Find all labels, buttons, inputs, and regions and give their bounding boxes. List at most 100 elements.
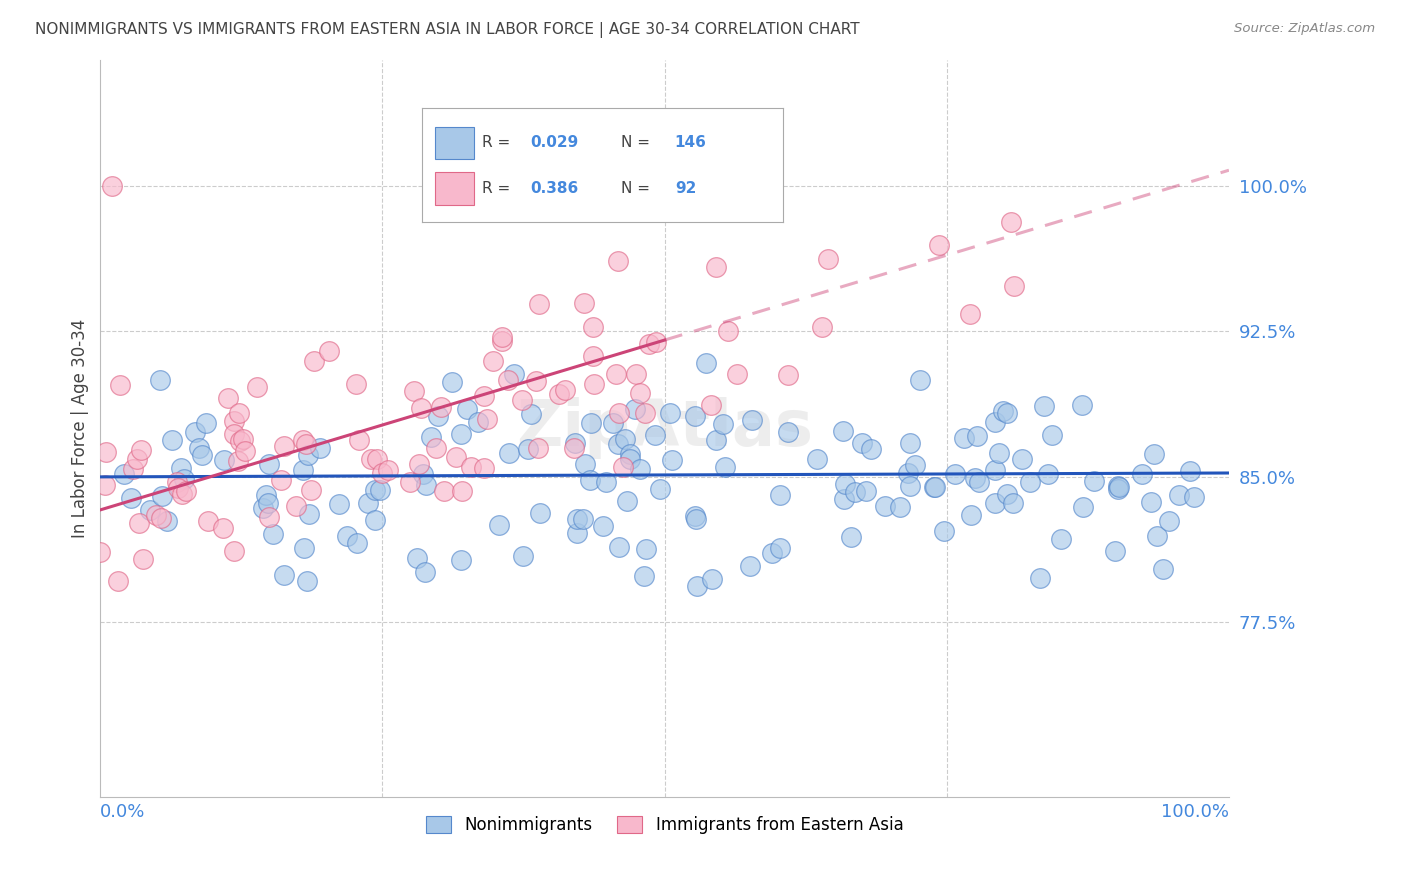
Point xyxy=(1180,464,1202,478)
Point xyxy=(94,445,117,459)
Point xyxy=(959,307,981,321)
Point xyxy=(125,452,148,467)
Point xyxy=(619,447,641,461)
Point xyxy=(717,324,740,338)
Point xyxy=(582,377,605,392)
Point xyxy=(94,477,117,491)
Point xyxy=(100,178,122,193)
Point xyxy=(318,344,340,359)
Point xyxy=(778,425,800,439)
Point xyxy=(297,448,319,462)
Point xyxy=(889,500,911,515)
Point xyxy=(768,541,790,555)
Point xyxy=(922,480,945,494)
Point xyxy=(683,508,706,523)
Point xyxy=(1002,278,1025,293)
Point xyxy=(1018,475,1040,490)
Point xyxy=(517,442,540,456)
Point xyxy=(953,431,976,445)
Point xyxy=(405,551,427,566)
Point xyxy=(292,463,315,477)
Point xyxy=(704,260,727,274)
Point xyxy=(1107,483,1129,497)
Point xyxy=(582,349,605,363)
Point xyxy=(197,514,219,528)
Point xyxy=(582,320,605,334)
Point xyxy=(128,516,150,530)
Point xyxy=(150,489,173,503)
Point xyxy=(700,398,723,412)
Point xyxy=(450,426,472,441)
Point xyxy=(638,337,661,351)
Text: ZipAtlas: ZipAtlas xyxy=(516,397,813,459)
Point xyxy=(477,412,499,426)
Point xyxy=(839,530,862,544)
Point xyxy=(578,473,600,487)
Point xyxy=(565,512,588,526)
Point xyxy=(404,384,426,399)
Point xyxy=(644,428,666,442)
Point xyxy=(488,518,510,533)
Point xyxy=(897,466,920,480)
Point xyxy=(1029,571,1052,585)
Point xyxy=(114,467,136,481)
Point xyxy=(510,392,533,407)
Point xyxy=(628,386,651,401)
Point xyxy=(191,448,214,462)
Point xyxy=(633,568,655,582)
Point xyxy=(295,437,318,451)
Point xyxy=(960,508,983,523)
Point xyxy=(149,510,172,524)
Point xyxy=(527,442,550,456)
Point xyxy=(309,441,332,455)
Point xyxy=(908,373,931,387)
Point xyxy=(607,254,630,268)
Point xyxy=(844,485,866,500)
Point xyxy=(132,552,155,566)
Point xyxy=(928,238,950,252)
Point xyxy=(304,354,326,368)
Point xyxy=(1050,532,1073,546)
Point xyxy=(512,549,534,564)
Point xyxy=(661,453,683,467)
Point xyxy=(1157,515,1180,529)
Point xyxy=(299,483,322,497)
Point xyxy=(173,472,195,486)
Point xyxy=(224,426,246,441)
Point xyxy=(607,406,630,420)
Point xyxy=(131,442,153,457)
Point xyxy=(502,367,524,381)
Point xyxy=(995,487,1018,501)
Point xyxy=(991,404,1014,418)
Point xyxy=(738,559,761,574)
Text: 0.0%: 0.0% xyxy=(100,803,146,821)
Point xyxy=(256,488,278,502)
Point xyxy=(273,439,295,453)
Point xyxy=(433,484,456,499)
Point xyxy=(1143,447,1166,461)
Point xyxy=(966,429,988,443)
Point xyxy=(467,415,489,429)
Point xyxy=(273,567,295,582)
Point xyxy=(145,508,167,522)
Point xyxy=(257,509,280,524)
Point xyxy=(727,367,749,381)
Point xyxy=(1070,398,1092,412)
Point xyxy=(983,496,1005,510)
Point xyxy=(934,524,956,539)
Point xyxy=(572,296,595,310)
Point xyxy=(270,473,292,487)
Point xyxy=(450,552,472,566)
Point xyxy=(634,542,657,557)
Point xyxy=(1040,428,1063,442)
Point xyxy=(832,491,855,506)
Point xyxy=(292,541,315,555)
Point xyxy=(328,497,350,511)
Point xyxy=(1001,496,1024,510)
Point xyxy=(440,375,463,389)
Point xyxy=(368,483,391,498)
Point xyxy=(595,475,617,489)
Point xyxy=(1033,399,1056,413)
Point xyxy=(336,529,359,543)
Point xyxy=(224,544,246,558)
